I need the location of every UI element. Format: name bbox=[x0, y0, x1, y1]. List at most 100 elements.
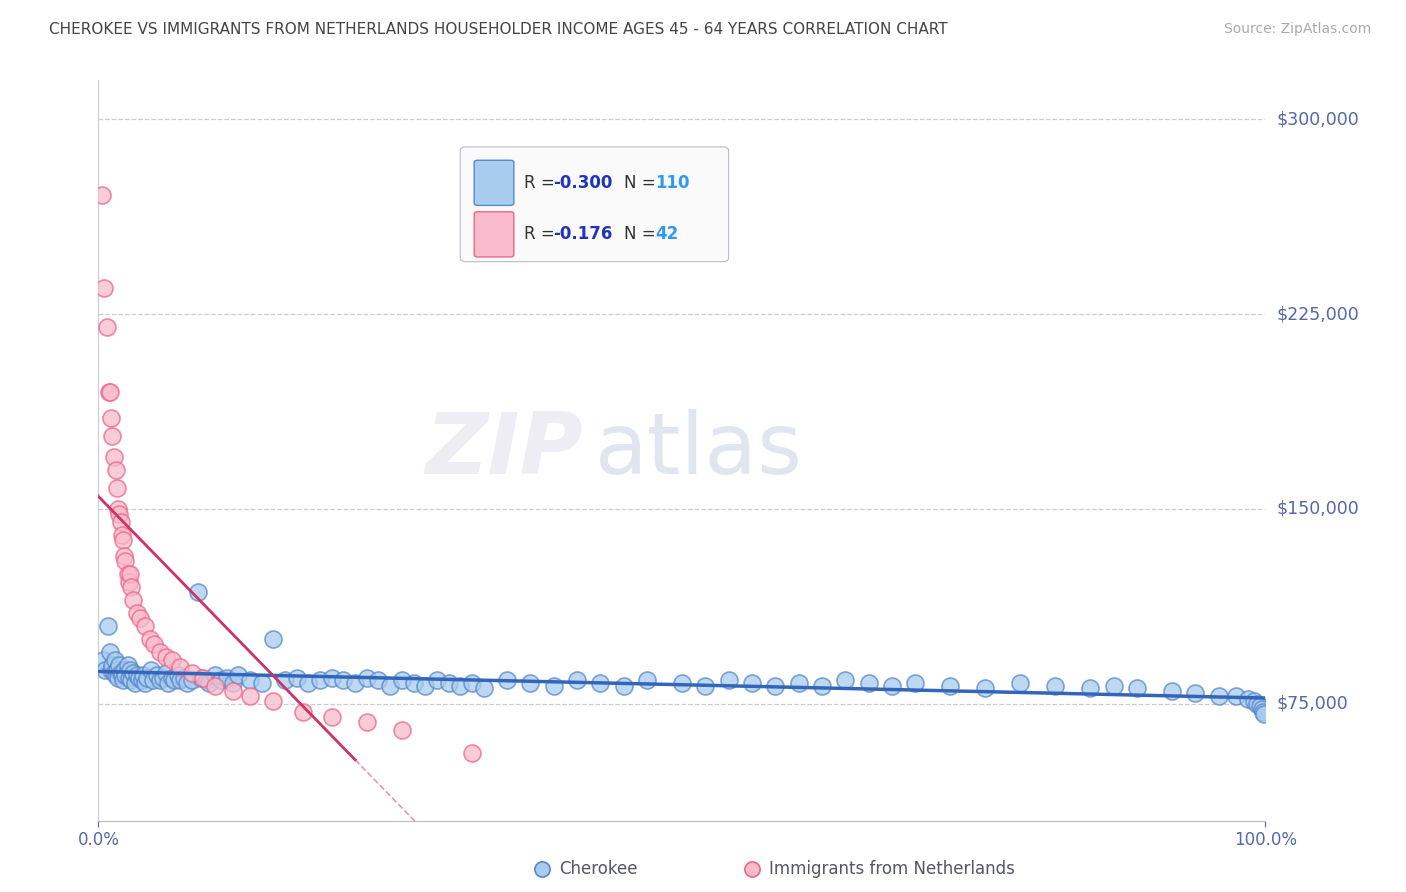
Point bbox=[250, 676, 273, 690]
Point bbox=[122, 665, 145, 680]
Point bbox=[274, 673, 297, 688]
Point bbox=[155, 665, 177, 680]
Point bbox=[157, 676, 180, 690]
Point bbox=[636, 673, 658, 688]
Point bbox=[100, 411, 122, 425]
Point bbox=[97, 384, 120, 399]
Text: N =: N = bbox=[624, 174, 661, 192]
Point bbox=[117, 566, 139, 581]
Point bbox=[974, 681, 997, 695]
Point bbox=[98, 645, 121, 659]
Point bbox=[142, 673, 165, 688]
Point bbox=[93, 281, 115, 295]
Point bbox=[149, 645, 172, 659]
Point bbox=[91, 652, 114, 666]
Point bbox=[117, 657, 139, 672]
Point bbox=[426, 673, 449, 688]
Point bbox=[100, 663, 122, 677]
Point bbox=[1243, 694, 1265, 708]
Point bbox=[285, 671, 308, 685]
Point bbox=[120, 673, 142, 688]
Point bbox=[904, 676, 927, 690]
Point bbox=[356, 671, 378, 685]
Point bbox=[114, 668, 136, 682]
Point bbox=[291, 705, 314, 719]
Point bbox=[449, 679, 471, 693]
Point bbox=[110, 515, 132, 529]
Point bbox=[129, 611, 152, 625]
Text: atlas: atlas bbox=[595, 409, 803, 492]
Point bbox=[402, 676, 425, 690]
Point bbox=[105, 481, 128, 495]
Point bbox=[472, 681, 495, 695]
Point bbox=[1080, 681, 1102, 695]
Text: R =: R = bbox=[524, 174, 561, 192]
Point bbox=[105, 663, 128, 677]
Point bbox=[1249, 699, 1271, 714]
Text: ZIP: ZIP bbox=[425, 409, 582, 492]
Point bbox=[228, 668, 250, 682]
Point bbox=[96, 320, 118, 334]
Point bbox=[589, 676, 612, 690]
Point bbox=[939, 679, 962, 693]
Point bbox=[107, 671, 129, 685]
Point bbox=[118, 574, 141, 589]
Point bbox=[120, 580, 142, 594]
Point bbox=[125, 606, 148, 620]
Point bbox=[169, 660, 191, 674]
Point bbox=[110, 665, 132, 680]
Point bbox=[108, 507, 131, 521]
Point bbox=[543, 679, 565, 693]
Text: 42: 42 bbox=[655, 226, 678, 244]
Point bbox=[122, 592, 145, 607]
Point bbox=[94, 663, 117, 677]
Point bbox=[180, 673, 202, 688]
Point bbox=[380, 679, 402, 693]
Point bbox=[118, 663, 141, 677]
Point bbox=[163, 673, 186, 688]
Point bbox=[695, 679, 717, 693]
Point bbox=[139, 663, 162, 677]
Point bbox=[1184, 686, 1206, 700]
Point bbox=[613, 679, 636, 693]
Point bbox=[193, 671, 215, 685]
Point bbox=[1251, 702, 1274, 716]
Point bbox=[160, 652, 183, 666]
Point bbox=[152, 671, 174, 685]
Point bbox=[104, 668, 127, 682]
Point bbox=[108, 657, 131, 672]
Point bbox=[880, 679, 903, 693]
Text: 110: 110 bbox=[655, 174, 689, 192]
Point bbox=[132, 668, 155, 682]
Point bbox=[1010, 676, 1032, 690]
Point bbox=[461, 746, 484, 760]
Point bbox=[437, 676, 460, 690]
Point bbox=[146, 668, 169, 682]
Point bbox=[190, 671, 212, 685]
Point bbox=[104, 652, 127, 666]
Point bbox=[198, 676, 221, 690]
Point bbox=[1126, 681, 1149, 695]
Point bbox=[118, 566, 141, 581]
Point bbox=[118, 671, 141, 685]
Point bbox=[309, 673, 332, 688]
Point bbox=[221, 683, 243, 698]
Point bbox=[143, 637, 166, 651]
Point bbox=[134, 619, 156, 633]
Point bbox=[134, 676, 156, 690]
Point bbox=[565, 673, 588, 688]
Text: Cherokee: Cherokee bbox=[560, 860, 638, 878]
Point bbox=[461, 676, 484, 690]
Point bbox=[111, 533, 134, 547]
Point bbox=[496, 673, 519, 688]
Point bbox=[321, 671, 343, 685]
Point bbox=[131, 673, 153, 688]
Point bbox=[111, 668, 134, 682]
Point bbox=[149, 673, 172, 688]
Point bbox=[128, 671, 150, 685]
Text: $150,000: $150,000 bbox=[1277, 500, 1360, 518]
Point bbox=[160, 671, 183, 685]
Point bbox=[98, 384, 121, 399]
Point bbox=[215, 671, 238, 685]
Text: R =: R = bbox=[524, 226, 561, 244]
